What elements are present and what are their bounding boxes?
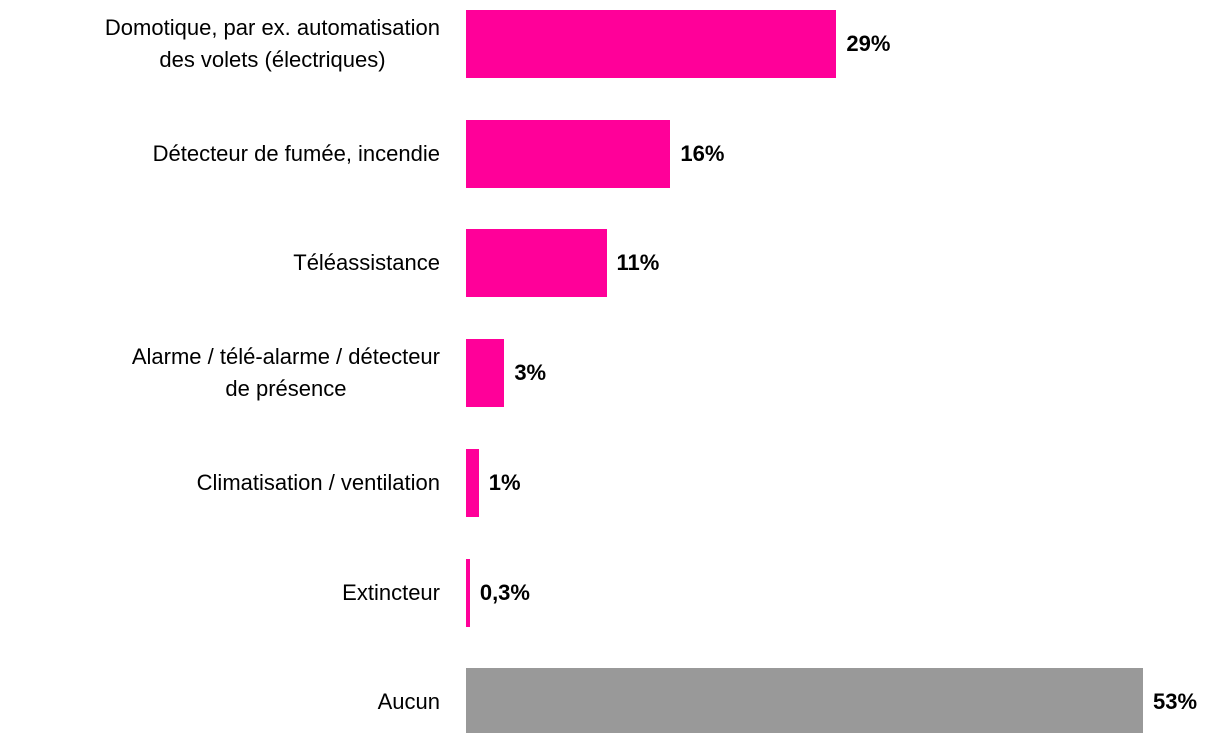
category-label-box: Alarme / télé-alarme / détecteur de prés… xyxy=(132,341,440,405)
value-label: 16% xyxy=(680,140,725,166)
category-label: Alarme / télé-alarme / détecteur de prés… xyxy=(131,344,440,402)
bar xyxy=(466,10,837,78)
bar xyxy=(466,339,505,408)
value-label: 3% xyxy=(514,360,547,386)
category-label: Extincteur xyxy=(342,579,440,605)
value-label: 1% xyxy=(488,469,521,495)
bar xyxy=(466,558,470,627)
category-label-box: Téléassistance xyxy=(293,247,440,279)
category-label-box: Climatisation / ventilation xyxy=(197,467,440,499)
category-label: Aucun xyxy=(377,689,440,715)
bar xyxy=(466,448,479,517)
category-label: Domotique, par ex. automatisation des vo… xyxy=(104,15,440,72)
category-label-box: Domotique, par ex. automatisation des vo… xyxy=(105,12,440,76)
category-label: Téléassistance xyxy=(293,250,440,276)
bar xyxy=(466,229,607,298)
value-label: 53% xyxy=(1153,689,1198,715)
category-label: Détecteur de fumée, incendie xyxy=(152,140,440,166)
value-label: 0,3% xyxy=(479,579,530,605)
bar xyxy=(466,668,1143,733)
category-label: Climatisation / ventilation xyxy=(196,469,440,495)
category-label-box: Aucun xyxy=(378,686,440,718)
value-label: 29% xyxy=(846,31,891,56)
bar xyxy=(466,119,671,188)
category-label-box: Détecteur de fumée, incendie xyxy=(153,138,440,170)
category-label-box: Extincteur xyxy=(342,577,440,609)
value-label: 11% xyxy=(616,250,660,276)
